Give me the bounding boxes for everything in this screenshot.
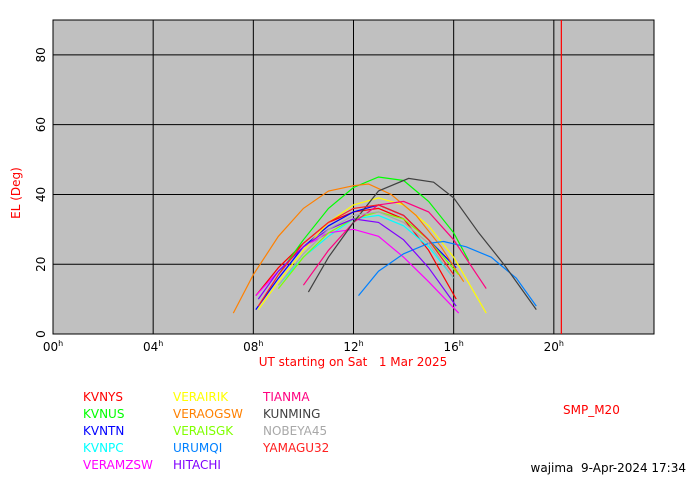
legend-entry: KUNMING [263,407,320,421]
y-tick-label: 0 [34,330,48,338]
x-axis-label: UT starting on Sat 1 Mar 2025 [259,355,448,369]
legend-entry: HITACHI [173,458,221,472]
x-tick-label: 08h [243,339,263,354]
legend-entry: VERAIRIK [173,390,229,404]
y-tick-label: 60 [34,117,48,132]
legend-entry: URUMQI [173,441,222,455]
x-tick-number: 00 [43,340,58,354]
x-tick-number: 04 [143,340,158,354]
x-tick-label: 04h [143,339,163,354]
legend-entry: VERAISGK [173,424,234,438]
elevation-line [307,177,537,310]
legend-entry: TIANMA [262,390,310,404]
elevation-line [277,176,470,276]
station-label: SMP_M20 [563,403,620,417]
x-tick-unit: h [359,339,364,348]
legend-entry: VERAMZSW [83,458,153,472]
x-tick-label: 12h [343,339,363,354]
x-tick-unit: h [459,339,464,348]
legend-entry: NOBEYA45 [263,424,327,438]
x-tick-number: 16 [443,340,458,354]
x-tick-label: 16h [443,339,463,354]
elevation-line [257,218,457,307]
y-tick-label: 20 [34,257,48,272]
legend-entry: VERAOGSW [173,407,243,421]
legend-entry: KVNPC [83,441,124,455]
elevation-line [302,200,487,289]
legend-entry: KVNTN [83,424,124,438]
elevation-line [232,183,465,314]
x-tick-unit: h [58,339,63,348]
x-tick-label: 00h [43,339,63,354]
legend-entry: YAMAGU32 [262,441,329,455]
elevation-line [277,211,455,286]
x-tick-number: 12 [343,340,358,354]
x-tick-unit: h [158,339,163,348]
x-tick-number: 20 [544,340,559,354]
y-tick-label: 80 [34,47,48,62]
elevation-line [358,240,537,307]
legend-entry: KVNYS [83,390,123,404]
y-tick-label: 40 [34,187,48,202]
elevation-line [257,204,455,307]
x-tick-unit: h [258,339,263,348]
y-axis-label: EL (Deg) [9,167,23,219]
x-tick-label: 20h [544,339,564,354]
x-tick-number: 08 [243,340,258,354]
footer: wajima 9-Apr-2024 17:34 [531,461,686,475]
x-tick-unit: h [559,339,564,348]
legend-entry: KVNUS [83,407,124,421]
